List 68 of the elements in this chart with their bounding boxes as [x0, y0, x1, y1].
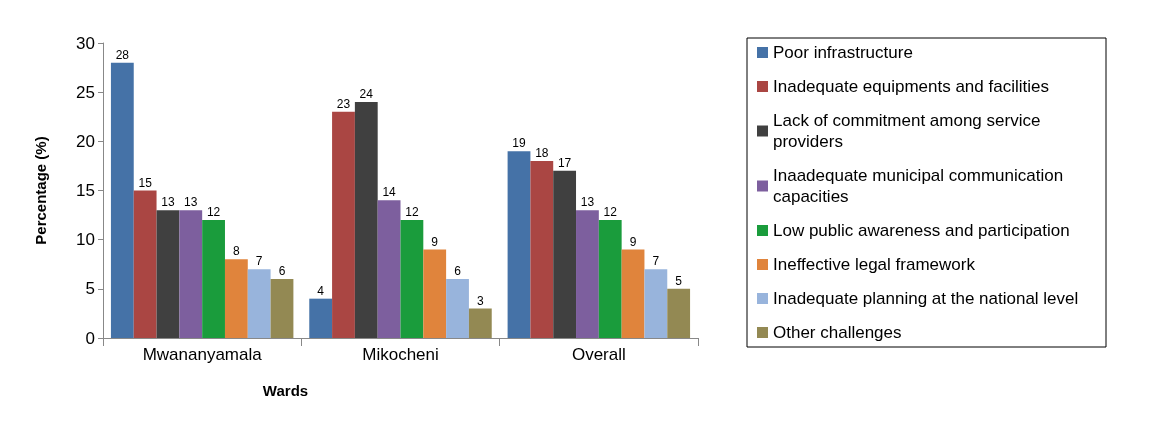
bar — [468, 308, 492, 338]
bar — [332, 111, 355, 338]
data-label: 15 — [138, 175, 153, 190]
data-label: 23 — [336, 96, 351, 111]
data-label: 7 — [255, 254, 263, 269]
bar — [621, 249, 645, 338]
data-label: 3 — [476, 293, 484, 308]
y-tick-label: 0 — [85, 328, 95, 348]
data-label: 12 — [206, 205, 221, 219]
bar — [309, 298, 333, 338]
bar — [247, 269, 271, 338]
data-label: 28 — [115, 47, 130, 62]
data-label: 14 — [382, 185, 397, 200]
data-label: 12 — [405, 205, 419, 219]
data-label: 7 — [652, 254, 660, 269]
data-label: 19 — [512, 136, 526, 151]
legend-label: Inadequate equipments and facilities — [773, 77, 1049, 96]
data-label: 12 — [603, 205, 618, 219]
data-label: 24 — [359, 87, 374, 101]
data-label: 9 — [431, 234, 439, 249]
data-label: 8 — [233, 244, 241, 259]
y-tick-label: 5 — [85, 279, 95, 299]
x-tick-label: Mwananyamala — [142, 345, 263, 364]
legend-label: Low public awareness and participation — [773, 221, 1070, 240]
legend-label: Other challenges — [773, 323, 902, 342]
data-label: 6 — [278, 264, 286, 278]
legend-label: Inadequate planning at the national level — [773, 289, 1079, 308]
bar — [446, 279, 469, 338]
bar — [270, 279, 294, 338]
bar — [133, 190, 157, 338]
y-tick-label: 15 — [76, 181, 95, 200]
bar — [400, 220, 424, 338]
bar — [530, 161, 554, 338]
bar — [644, 269, 668, 338]
x-tick-label: Mikocheni — [362, 345, 439, 364]
legend-label: Poor infrastructure — [773, 43, 913, 62]
data-label: 5 — [675, 273, 683, 288]
data-label: 18 — [535, 146, 549, 160]
bar — [576, 210, 599, 338]
bar — [354, 102, 378, 338]
y-axis-title: Percentage (%) — [32, 136, 49, 245]
data-label: 17 — [557, 155, 572, 170]
bar — [110, 62, 134, 338]
bar — [179, 210, 203, 338]
y-tick-label: 10 — [76, 230, 95, 250]
data-label: 13 — [161, 195, 175, 210]
y-tick-label: 25 — [76, 82, 95, 102]
bar — [598, 220, 622, 338]
data-label: 4 — [317, 283, 325, 298]
bar — [202, 220, 225, 338]
bar — [507, 151, 531, 338]
y-tick-label: 20 — [76, 131, 95, 151]
data-label: 9 — [629, 234, 637, 249]
legend-label: Ineffective legal framework — [773, 255, 976, 274]
bar — [224, 259, 248, 338]
legend-label: Lack of commitment among service providers — [773, 111, 1046, 151]
bar — [667, 288, 691, 338]
data-label: 6 — [454, 264, 462, 278]
legend-label: Inaadequate municipal communication capacities — [773, 166, 1073, 206]
x-tick-label: Overall — [571, 345, 626, 364]
bar — [553, 170, 577, 338]
bar — [423, 249, 447, 338]
data-label: 13 — [184, 195, 198, 210]
x-axis-title: Wards — [262, 382, 309, 399]
data-label: 13 — [580, 195, 595, 210]
bar — [156, 210, 180, 338]
bar — [377, 200, 401, 338]
y-tick-label: 30 — [76, 33, 95, 53]
